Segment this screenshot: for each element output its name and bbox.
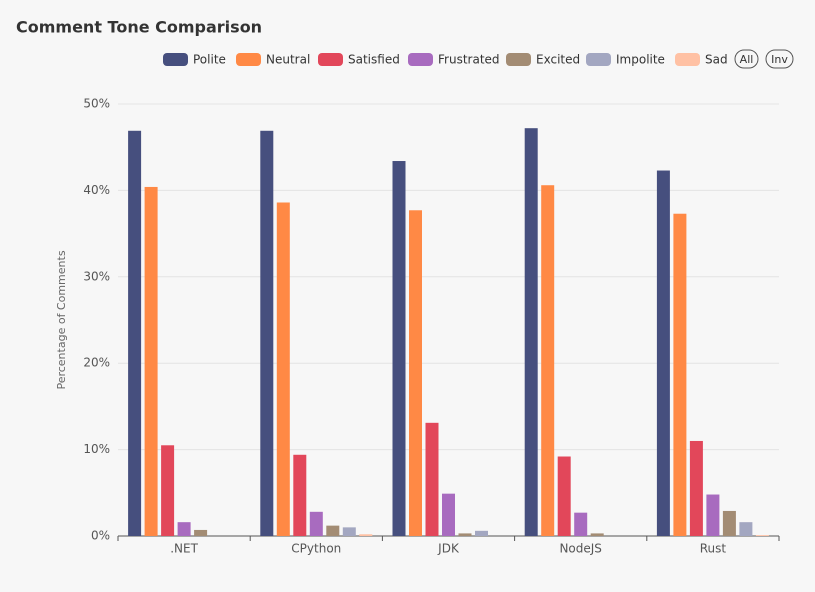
legend-button-label[interactable]: Inv	[771, 53, 788, 66]
bar	[442, 493, 455, 536]
bar	[706, 494, 720, 536]
bar	[425, 422, 439, 536]
bar	[342, 527, 356, 536]
legend-swatch[interactable]	[675, 53, 700, 66]
bar	[673, 213, 687, 536]
x-tick-label: .NET	[170, 542, 198, 556]
y-tick-label: 20%	[83, 356, 110, 370]
legend-swatch[interactable]	[163, 53, 188, 66]
x-tick-label: Rust	[700, 542, 727, 556]
bar	[541, 185, 555, 536]
bar	[260, 130, 274, 536]
x-tick-label: JDK	[437, 542, 460, 556]
bar	[144, 186, 158, 536]
bar	[458, 533, 472, 536]
bar	[722, 510, 736, 536]
legend-label[interactable]: Neutral	[266, 53, 310, 67]
legend-button[interactable]	[734, 49, 759, 69]
bar	[574, 512, 588, 536]
bar	[293, 454, 307, 536]
legend-swatch[interactable]	[408, 53, 433, 66]
y-tick-label: 30%	[83, 269, 110, 283]
legend-button[interactable]	[765, 49, 794, 69]
legend-label[interactable]: Impolite	[616, 53, 665, 67]
bar	[161, 445, 175, 536]
bar	[276, 202, 290, 536]
bar	[755, 535, 769, 536]
y-tick-label: 0%	[91, 529, 110, 543]
bar	[194, 529, 208, 536]
bar	[590, 533, 604, 536]
y-tick-label: 10%	[83, 442, 110, 456]
bar	[475, 530, 488, 536]
bar	[326, 525, 340, 536]
bar	[689, 440, 703, 536]
bar	[128, 130, 142, 536]
legend-swatch[interactable]	[506, 53, 531, 66]
legend-label[interactable]: Polite	[193, 53, 226, 67]
x-tick-label: CPython	[291, 542, 341, 556]
bar	[524, 128, 538, 536]
bar	[409, 210, 422, 536]
bar	[739, 522, 753, 536]
bar	[359, 534, 373, 536]
legend-swatch[interactable]	[236, 53, 261, 66]
y-tick-label: 40%	[83, 183, 110, 197]
x-tick-label: NodeJS	[559, 542, 601, 556]
bar	[392, 161, 406, 537]
legend-label[interactable]: Frustrated	[438, 53, 500, 67]
legend-swatch[interactable]	[586, 53, 611, 66]
bar	[309, 511, 323, 536]
y-axis-label: Percentage of Comments	[55, 250, 68, 389]
bar	[656, 170, 670, 536]
bar	[557, 456, 571, 536]
legend-swatch[interactable]	[318, 53, 343, 66]
legend-label[interactable]: Satisfied	[348, 53, 400, 67]
bar	[177, 522, 191, 536]
y-tick-label: 50%	[83, 97, 110, 111]
legend-button-label[interactable]: All	[740, 53, 754, 66]
legend-label[interactable]: Excited	[536, 53, 580, 67]
chart-title: Comment Tone Comparison	[16, 18, 262, 37]
legend-label[interactable]: Sad	[705, 53, 728, 67]
